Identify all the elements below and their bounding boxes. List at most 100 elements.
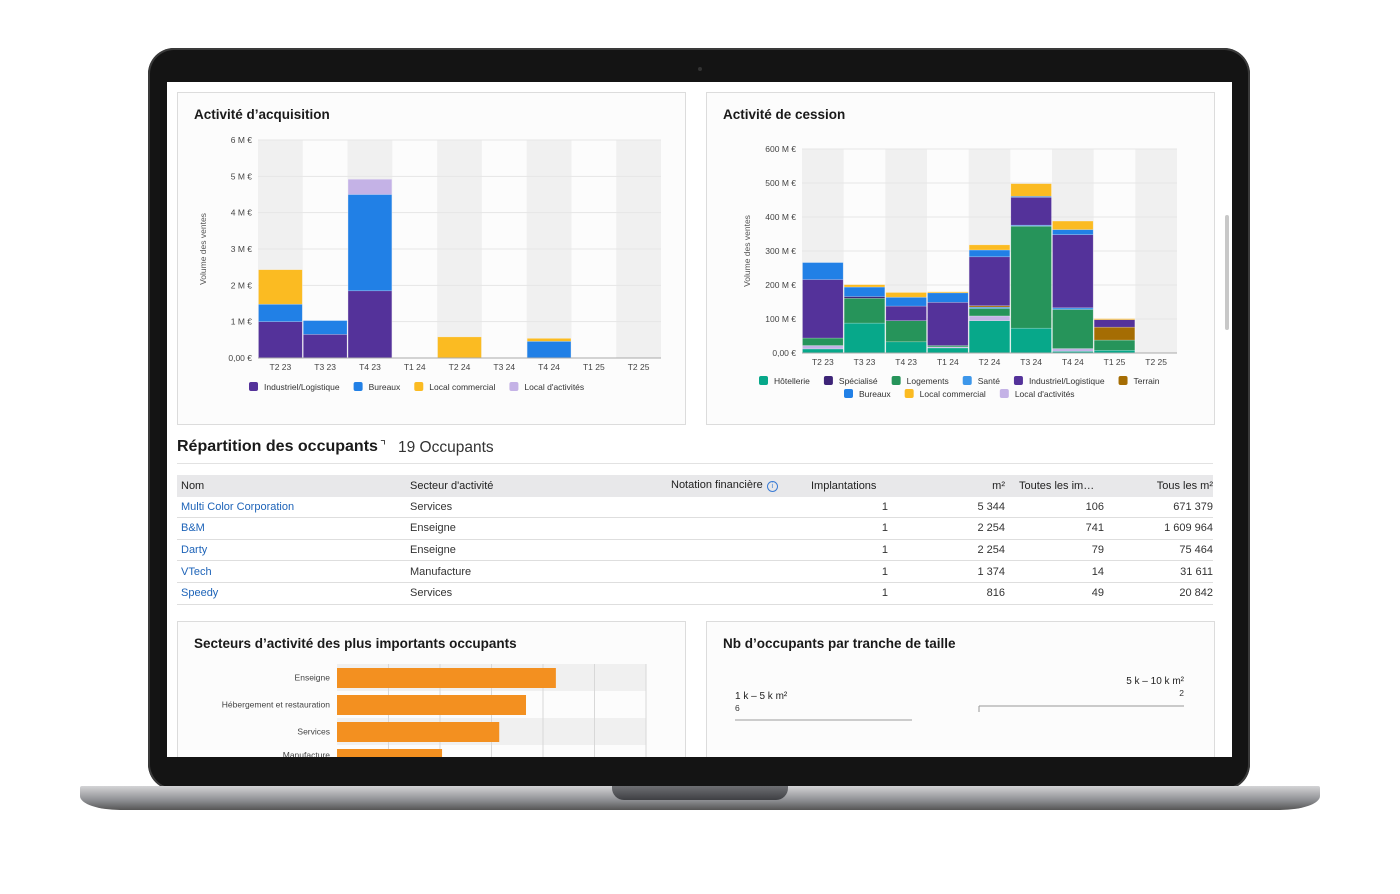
bar-segment bbox=[1052, 234, 1094, 309]
bar-segment bbox=[968, 249, 1011, 258]
legend-swatch bbox=[999, 389, 1009, 398]
occupants-count: 19 Occupants bbox=[398, 439, 494, 456]
y-tick-label: 400 M € bbox=[765, 212, 796, 222]
legend-swatch bbox=[844, 389, 853, 398]
tranches-chart-card: Nb d’occupants par tranche de taille 5 k… bbox=[706, 621, 1215, 757]
bar-segment bbox=[885, 305, 927, 322]
y-tick-label: 2 M € bbox=[231, 280, 253, 290]
tous-m2-cell: 1 609 964 bbox=[1164, 522, 1213, 535]
col-implantations[interactable]: Implantations bbox=[811, 479, 877, 492]
bar-segment bbox=[1093, 339, 1136, 351]
toutes-cell: 14 bbox=[1091, 565, 1104, 578]
implantations-cell: 1 bbox=[881, 500, 888, 513]
x-tick-label: T3 23 bbox=[854, 357, 876, 367]
bar-segment bbox=[258, 321, 303, 359]
col-nom[interactable]: Nom bbox=[181, 479, 205, 492]
col-notation[interactable]: Notation financière i bbox=[671, 479, 811, 493]
bar-segment bbox=[1010, 225, 1052, 329]
toutes-cell: 79 bbox=[1091, 544, 1104, 557]
implantations-cell: 1 bbox=[881, 587, 888, 600]
scrollbar[interactable] bbox=[1225, 215, 1229, 330]
bar-segment bbox=[968, 315, 1011, 322]
table-row[interactable]: Multi Color Corporation Services 1 5 344 106… bbox=[177, 497, 1213, 519]
bar-segment bbox=[843, 297, 886, 324]
x-tick-label: T3 23 bbox=[314, 362, 336, 372]
col-tous-m2[interactable]: Tous les m² bbox=[1156, 479, 1213, 492]
bar-segment bbox=[526, 340, 572, 359]
bar-segment bbox=[968, 256, 1011, 307]
m2-cell: 5 344 bbox=[977, 500, 1005, 513]
bar-segment bbox=[885, 296, 927, 307]
occupant-name-link[interactable]: VTech bbox=[181, 565, 212, 578]
bar-segment bbox=[885, 341, 927, 354]
y-tick-label: 0,00 € bbox=[772, 348, 796, 358]
table-row[interactable]: B&M Enseigne 1 2 254 741 1 609 964 bbox=[177, 518, 1213, 540]
occupant-name-link[interactable]: B&M bbox=[181, 522, 205, 535]
bar-segment bbox=[1093, 319, 1136, 328]
category-label: Enseigne bbox=[295, 673, 331, 683]
bar bbox=[337, 722, 500, 742]
m2-cell: 2 254 bbox=[977, 522, 1005, 535]
bar-segment bbox=[885, 292, 927, 298]
bar-segment bbox=[968, 308, 1011, 317]
category-label: Services bbox=[297, 727, 330, 737]
table-row[interactable]: VTech Manufacture 1 1 374 14 31 611 bbox=[177, 561, 1213, 583]
divider bbox=[177, 463, 1213, 464]
y-tick-label: 3 M € bbox=[231, 244, 253, 254]
bar-segment bbox=[347, 194, 393, 292]
sort-icon[interactable]: ⌝ bbox=[380, 438, 387, 453]
legend-label: Santé bbox=[978, 376, 1000, 386]
col-toutes-implantations[interactable]: Toutes les im… bbox=[1019, 479, 1095, 492]
sector-cell: Enseigne bbox=[410, 522, 456, 535]
tous-m2-cell: 31 611 bbox=[1180, 565, 1213, 578]
toutes-cell: 106 bbox=[1085, 500, 1104, 513]
legend-label: Industriel/Logistique bbox=[1029, 376, 1105, 386]
secteurs-chart: Enseigne Hébergement et restauration Servi… bbox=[222, 664, 647, 757]
legend-swatch bbox=[962, 376, 972, 385]
table-row[interactable]: Speedy Services 1 816 49 20 842 bbox=[177, 583, 1213, 605]
y-tick-label: 1 M € bbox=[231, 317, 253, 327]
occupants-table: Nom Secteur d'activité Notation financiè… bbox=[177, 475, 1213, 605]
m2-cell: 1 374 bbox=[977, 565, 1005, 578]
camera bbox=[698, 67, 702, 71]
legend-swatch bbox=[823, 376, 833, 385]
legend-swatch bbox=[249, 382, 258, 391]
bar-segment bbox=[1010, 327, 1052, 354]
bar-segment bbox=[302, 334, 348, 359]
col-secteur[interactable]: Secteur d'activité bbox=[410, 479, 494, 492]
legend-swatch bbox=[904, 389, 914, 398]
bar-segment bbox=[802, 345, 844, 350]
acquisition-chart-card: Activité d’acquisition 0,00 € 1 M € 2 M € 3… bbox=[177, 92, 686, 425]
legend-label: Terrain bbox=[1134, 376, 1160, 386]
bar-segment bbox=[258, 269, 303, 305]
m2-cell: 2 254 bbox=[977, 544, 1005, 557]
info-icon[interactable]: i bbox=[766, 481, 778, 493]
legend-label: Local commercial bbox=[429, 382, 495, 392]
col-m2[interactable]: m² bbox=[992, 479, 1005, 492]
legend-swatch bbox=[891, 376, 901, 385]
table-row[interactable]: Darty Enseigne 1 2 254 79 75 464 bbox=[177, 540, 1213, 562]
sector-cell: Enseigne bbox=[410, 544, 456, 557]
legend-label: Bureaux bbox=[859, 389, 891, 399]
x-tick-label: T2 24 bbox=[449, 362, 471, 372]
bar-segment bbox=[927, 291, 969, 294]
table-body: Multi Color Corporation Services 1 5 344 106… bbox=[177, 497, 1213, 605]
y-tick-label: 6 M € bbox=[231, 135, 253, 145]
x-tick-label: T2 25 bbox=[1145, 357, 1167, 367]
y-tick-label: 0,00 € bbox=[228, 353, 252, 363]
occupant-name-link[interactable]: Speedy bbox=[181, 587, 219, 600]
occupant-name-link[interactable]: Darty bbox=[181, 544, 208, 557]
bar-segment bbox=[1010, 183, 1052, 197]
x-tick-label: T1 25 bbox=[1104, 357, 1126, 367]
legend-label: Local d'activités bbox=[524, 382, 584, 392]
sector-cell: Services bbox=[410, 500, 453, 513]
bar-segment bbox=[1052, 309, 1094, 349]
cession-chart-card: Activité de cession 0,00 € 100 M € 200 M €… bbox=[706, 92, 1215, 425]
y-tick-label: 500 M € bbox=[765, 178, 796, 188]
occupant-name-link[interactable]: Multi Color Corporation bbox=[181, 500, 295, 513]
y-tick-label: 200 M € bbox=[765, 280, 796, 290]
legend-swatch bbox=[759, 376, 768, 385]
implantations-cell: 1 bbox=[881, 544, 888, 557]
bar-segment bbox=[927, 302, 969, 346]
secteurs-chart-card: Secteurs d’activité des plus importants … bbox=[177, 621, 686, 757]
